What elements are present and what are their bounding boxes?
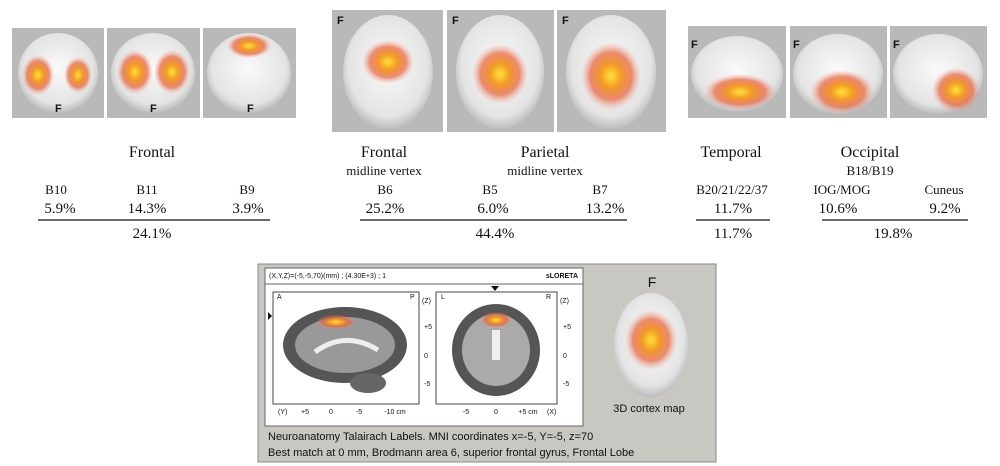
total: 44.4% bbox=[476, 226, 515, 242]
columns: B10 5.9% B11 14.3% B9 3.9% B6 25.2% B5 6… bbox=[44, 182, 963, 217]
area-label: Cuneus bbox=[925, 182, 964, 197]
tick-label: 0 bbox=[329, 409, 333, 416]
axis-label: (Y) bbox=[278, 409, 287, 416]
frontal-images: F F F bbox=[12, 28, 296, 118]
activation bbox=[472, 44, 528, 104]
marker: F bbox=[150, 103, 157, 115]
marker: F bbox=[893, 39, 900, 51]
pointer bbox=[268, 312, 272, 320]
percentage: 25.2% bbox=[366, 201, 405, 217]
heading: Frontal bbox=[361, 144, 408, 161]
area-label: B10 bbox=[45, 182, 67, 197]
activation bbox=[316, 315, 356, 329]
coordinates: (X,Y,Z)=(-5,-5,70)(mm) ; (4.30E+3) ; 1 bbox=[269, 273, 386, 280]
marker: F bbox=[793, 39, 800, 51]
caption: Best match at 0 mm, Brodmann area 6, sup… bbox=[268, 447, 634, 459]
pointer bbox=[491, 286, 499, 291]
activation bbox=[227, 34, 271, 58]
marker: F bbox=[452, 15, 459, 27]
axis-label: (Z) bbox=[422, 298, 431, 305]
coronal-frame bbox=[435, 291, 558, 405]
total: 19.8% bbox=[874, 226, 913, 242]
totals: 24.1% 44.4% 11.7% 19.8% bbox=[133, 226, 913, 242]
activation bbox=[480, 312, 512, 328]
area-label: B6 bbox=[377, 182, 393, 197]
corpus-callosum bbox=[313, 338, 380, 355]
sagittal-brain bbox=[295, 317, 395, 373]
orientation: P bbox=[410, 294, 415, 301]
loreta-panel: (X,Y,Z)=(-5,-5,70)(mm) ; (4.30E+3) ; 1 s… bbox=[257, 263, 717, 463]
activation bbox=[154, 50, 190, 94]
tick-label: 0 bbox=[494, 409, 498, 416]
heading: Frontal bbox=[129, 144, 176, 161]
marker: F bbox=[562, 15, 569, 27]
percentage: 6.0% bbox=[477, 201, 508, 217]
area-label: B7 bbox=[592, 182, 608, 197]
headings: Frontal Frontal midline vertex Parietal … bbox=[129, 144, 900, 178]
marker: F bbox=[648, 274, 657, 290]
tick-label: +5 bbox=[301, 409, 309, 416]
tick-label: 0 bbox=[563, 353, 567, 360]
activation bbox=[581, 42, 641, 110]
caption: Neuroanatomy Talairach Labels. MNI coord… bbox=[268, 431, 593, 443]
area-label: IOG/MOG bbox=[813, 182, 870, 197]
activation bbox=[810, 70, 874, 114]
activation bbox=[64, 57, 92, 93]
cerebellum bbox=[350, 373, 386, 393]
tick-label: -10 cm bbox=[384, 409, 406, 416]
brain bbox=[207, 33, 291, 113]
tick-label: -5 bbox=[563, 381, 569, 388]
heading: Parietal bbox=[521, 144, 570, 161]
area-label: B20/21/22/37 bbox=[696, 182, 768, 197]
percentage: 3.9% bbox=[232, 201, 263, 217]
area-label: B9 bbox=[239, 182, 254, 197]
axis-label: (Z) bbox=[560, 298, 569, 305]
percentage: 11.7% bbox=[714, 201, 752, 217]
marker: F bbox=[55, 103, 62, 115]
heading: Temporal bbox=[700, 144, 762, 161]
subheading: midline vertex bbox=[346, 163, 422, 178]
ventricle bbox=[492, 330, 500, 360]
tick-label: -5 bbox=[463, 409, 469, 416]
percentage: 14.3% bbox=[128, 201, 167, 217]
cortex-label: 3D cortex map bbox=[613, 403, 685, 415]
midline-images: F F F bbox=[332, 10, 666, 132]
sagittal-frame bbox=[272, 291, 420, 405]
subheading: midline vertex bbox=[507, 163, 583, 178]
orientation: A bbox=[277, 294, 282, 301]
tick-label: -5 bbox=[356, 409, 362, 416]
total: 24.1% bbox=[133, 226, 172, 242]
marker: F bbox=[247, 103, 254, 115]
percentage: 5.9% bbox=[44, 201, 75, 217]
method: sLORETA bbox=[546, 273, 578, 280]
percentage: 9.2% bbox=[929, 201, 960, 217]
activation bbox=[362, 40, 414, 84]
tick-label: 0 bbox=[424, 353, 428, 360]
area-label: B5 bbox=[482, 182, 497, 197]
tick-label: +5 cm bbox=[518, 409, 537, 416]
percentage: 13.2% bbox=[586, 201, 625, 217]
activation bbox=[625, 310, 677, 370]
total: 11.7% bbox=[714, 226, 752, 242]
tick-label: +5 bbox=[424, 324, 432, 331]
activation bbox=[22, 55, 54, 95]
marker: F bbox=[691, 39, 698, 51]
axis-label: (X) bbox=[547, 409, 556, 416]
orientation: L bbox=[441, 294, 445, 301]
percentage: 10.6% bbox=[819, 201, 858, 217]
tick-label: +5 bbox=[563, 324, 571, 331]
orientation: R bbox=[546, 294, 551, 301]
activation bbox=[117, 50, 153, 94]
area-label: B11 bbox=[136, 182, 157, 197]
activation bbox=[932, 68, 980, 112]
activation bbox=[704, 74, 776, 110]
heading: Occipital bbox=[841, 144, 900, 161]
marker: F bbox=[337, 15, 344, 27]
lateral-images: F F F bbox=[688, 26, 987, 118]
tick-label: -5 bbox=[424, 381, 430, 388]
subheading: B18/B19 bbox=[847, 163, 894, 178]
